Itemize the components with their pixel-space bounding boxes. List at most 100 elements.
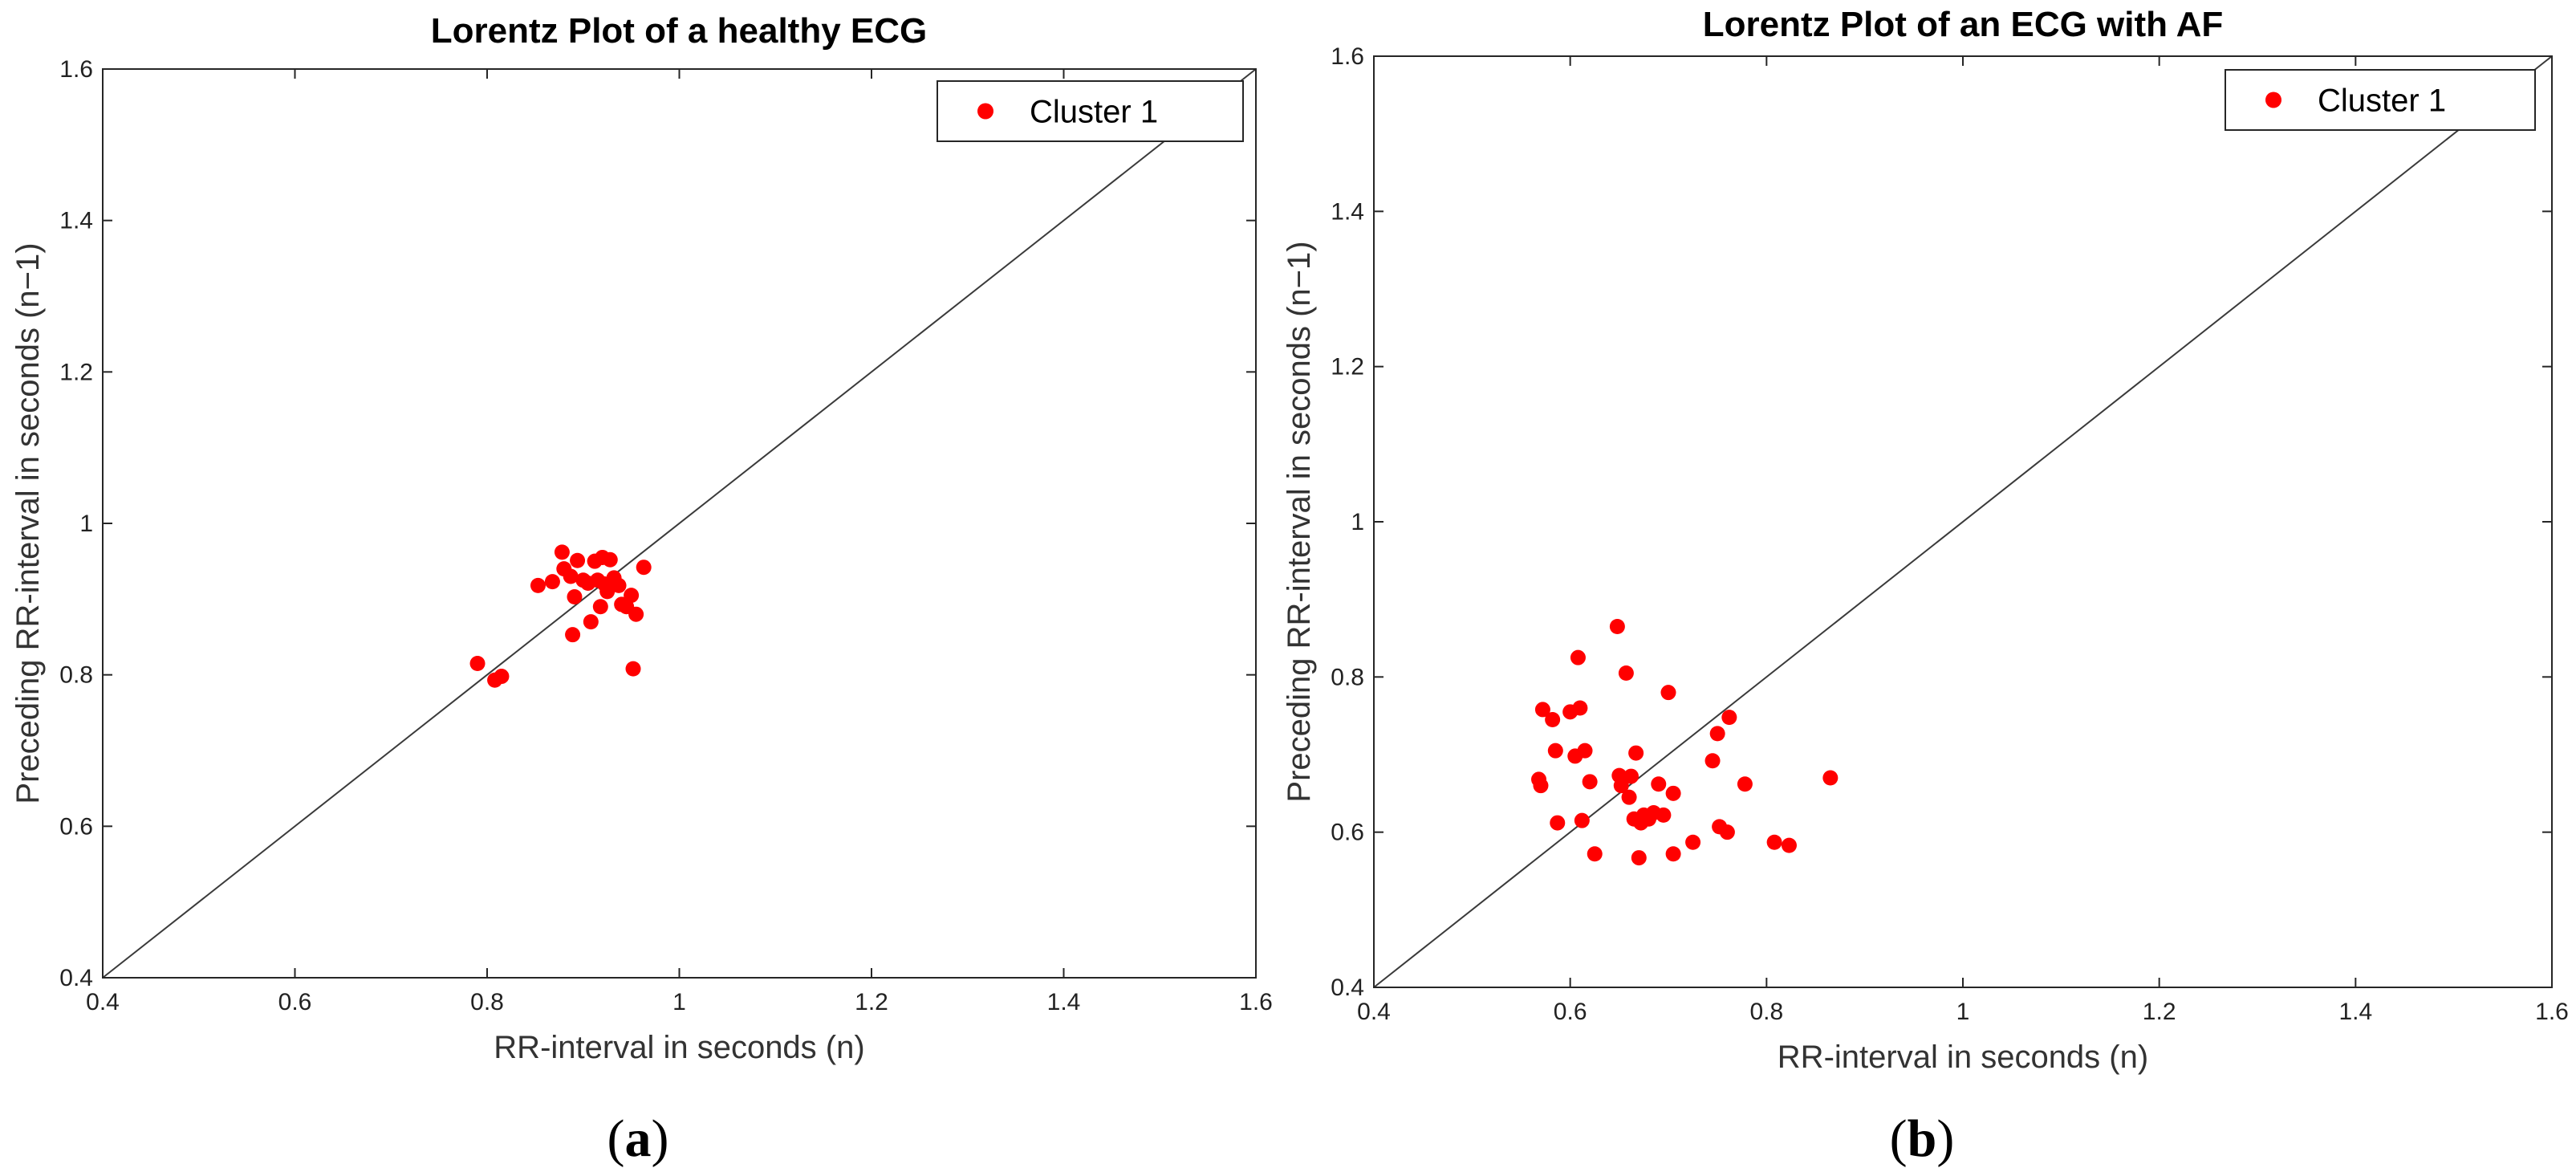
chart-panel-b: Lorentz Plot of an ECG with AF 0.4 0.6 0.8 1… (1282, 5, 2569, 1168)
data-point (1533, 778, 1549, 794)
y-tick-label: 1 (79, 511, 93, 537)
x-tick-label: 0.4 (1357, 999, 1391, 1025)
y-tick-label: 1.2 (59, 359, 93, 385)
panel-label-close-paren: ) (652, 1109, 669, 1168)
legend-label: Cluster 1 (2318, 83, 2446, 119)
x-tick-label: 0.8 (1749, 999, 1783, 1025)
data-point (1618, 665, 1634, 681)
series-cluster-1 (469, 544, 652, 688)
data-point (1631, 850, 1647, 866)
data-point (1613, 778, 1629, 794)
legend-marker (977, 103, 993, 120)
legend: Cluster 1 (937, 80, 1244, 142)
data-point (611, 577, 627, 593)
x-tick-label: 1.6 (2535, 999, 2569, 1025)
x-tick-label: 1.6 (1239, 989, 1273, 1015)
y-tick-label: 0.8 (1331, 664, 1364, 690)
data-point (583, 614, 599, 630)
data-point (570, 552, 586, 568)
chart-title: Lorentz Plot of an ECG with AF (1703, 5, 2224, 44)
y-tick-label: 1.4 (59, 208, 93, 234)
data-point (565, 627, 581, 643)
y-tick-label: 1.2 (1331, 354, 1364, 380)
data-point (1651, 776, 1667, 792)
x-tick-label: 0.8 (470, 989, 504, 1015)
panel-label-letter: a (625, 1109, 652, 1168)
chart-panel-a: Lorentz Plot of a healthy ECG 0.4 0.6 0.8 1 1… (10, 11, 1273, 1168)
data-point (602, 551, 618, 568)
data-point (625, 661, 641, 677)
data-point (1547, 743, 1563, 759)
x-tick-label: 1.4 (1047, 989, 1081, 1015)
panel-label: (b) (1890, 1109, 1955, 1168)
panel-label-open-paren: ( (607, 1109, 625, 1168)
panel-label: (a) (607, 1109, 669, 1168)
data-point (469, 656, 486, 672)
x-tick-label: 1.4 (2338, 999, 2372, 1025)
data-point (636, 560, 652, 576)
x-axis-label: RR-interval in seconds (n) (1778, 1040, 2148, 1075)
data-point (1766, 834, 1782, 850)
data-point (1534, 702, 1550, 718)
data-point (1582, 774, 1598, 790)
data-point (1572, 700, 1588, 716)
panel-label-open-paren: ( (1890, 1109, 1908, 1168)
data-point (628, 606, 644, 622)
data-point (1665, 846, 1681, 862)
y-tick-label: 1.6 (1331, 43, 1364, 70)
x-tick-label: 1 (672, 989, 686, 1015)
y-tick-label: 0.4 (59, 965, 93, 991)
data-point (1545, 712, 1561, 727)
panel-label-letter: b (1908, 1109, 1937, 1168)
x-tick-label: 1.2 (855, 989, 888, 1015)
data-point (1685, 834, 1701, 850)
y-tick-label: 1.6 (59, 56, 93, 83)
series-cluster-1 (1531, 619, 1839, 866)
data-point (567, 589, 583, 605)
data-point (1570, 649, 1586, 665)
data-point (1781, 837, 1797, 853)
data-point (1550, 815, 1566, 831)
y-tick-label: 1.4 (1331, 198, 1364, 225)
y-tick-label: 1 (1351, 509, 1364, 535)
x-tick-label: 0.4 (86, 989, 120, 1015)
data-point (624, 588, 640, 604)
data-point (1621, 789, 1637, 805)
data-point (1587, 846, 1603, 862)
data-point (1660, 685, 1676, 701)
data-point (1737, 776, 1753, 792)
data-point (1719, 824, 1735, 840)
x-tick-label: 0.6 (1554, 999, 1587, 1025)
y-tick-label: 0.6 (59, 813, 93, 840)
data-point (554, 544, 570, 560)
y-axis-label: Preceding RR-interval in seconds (n−1) (1282, 241, 1317, 802)
data-point (1628, 745, 1644, 761)
y-tick-label: 0.6 (1331, 820, 1364, 846)
data-point (530, 577, 546, 593)
data-point (1577, 743, 1593, 759)
data-point (1721, 710, 1737, 726)
legend: Cluster 1 (2225, 69, 2536, 131)
identity-reference-line (102, 68, 1257, 979)
data-point (1704, 753, 1721, 769)
data-point (563, 568, 579, 584)
data-point (599, 584, 616, 600)
data-point (544, 574, 560, 590)
data-point (494, 669, 510, 685)
chart-title: Lorentz Plot of a healthy ECG (431, 11, 928, 51)
x-axis-label: RR-interval in seconds (n) (494, 1030, 864, 1065)
x-tick-label: 1.2 (2143, 999, 2176, 1025)
legend-marker (2265, 92, 2281, 108)
data-point (1665, 785, 1681, 801)
data-point (1609, 619, 1625, 634)
data-point (1656, 807, 1672, 823)
data-point (1574, 812, 1590, 828)
identity-reference-line (1373, 55, 2553, 988)
y-tick-label: 0.4 (1331, 975, 1364, 1001)
y-tick-label: 0.8 (59, 662, 93, 689)
x-tick-label: 0.6 (278, 989, 312, 1015)
x-tick-label: 1 (1956, 999, 1970, 1025)
y-axis-label: Preceding RR-interval in seconds (n−1) (10, 242, 46, 804)
